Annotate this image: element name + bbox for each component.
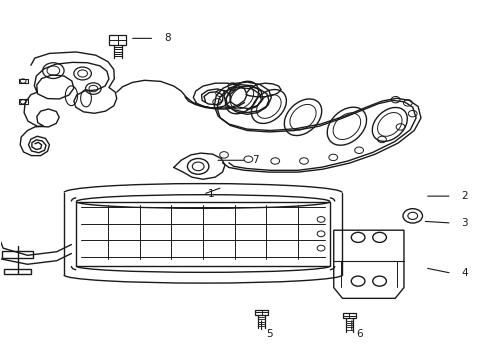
Text: 8: 8 xyxy=(163,33,170,43)
Text: 2: 2 xyxy=(461,191,467,201)
Text: 4: 4 xyxy=(461,268,467,278)
Text: 3: 3 xyxy=(461,218,467,228)
Text: 7: 7 xyxy=(251,155,258,165)
Text: 6: 6 xyxy=(356,329,363,339)
Text: 5: 5 xyxy=(266,329,272,339)
Text: 1: 1 xyxy=(207,189,214,199)
